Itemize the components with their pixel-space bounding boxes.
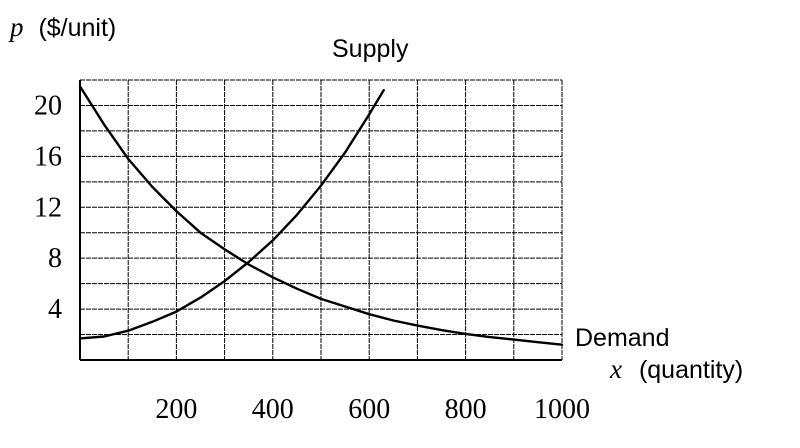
demand-curve-label: Demand bbox=[575, 324, 670, 352]
axes bbox=[79, 80, 562, 361]
x-tick-label: 1000 bbox=[534, 394, 590, 425]
x-tick-label: 400 bbox=[252, 394, 294, 425]
series-layer bbox=[78, 85, 564, 346]
x-axis-label: x (quantity) bbox=[609, 354, 743, 384]
tick-labels: 200 400 600 800 1000 4 8 12 16 20 bbox=[34, 90, 590, 425]
demand-curve bbox=[78, 85, 564, 346]
x-tick-label: 600 bbox=[348, 394, 390, 425]
y-axis-variable: p bbox=[8, 12, 24, 42]
y-tick-label: 16 bbox=[34, 141, 62, 172]
x-axis-variable: x bbox=[609, 354, 622, 384]
x-tick-label: 800 bbox=[445, 394, 487, 425]
y-tick-label: 12 bbox=[34, 192, 62, 223]
y-tick-label: 20 bbox=[34, 90, 62, 121]
supply-curve bbox=[78, 89, 385, 340]
y-tick-label: 8 bbox=[48, 243, 62, 274]
x-axis-unit: (quantity) bbox=[639, 356, 743, 384]
supply-curve-label: Supply bbox=[332, 35, 409, 63]
x-tick-label: 200 bbox=[155, 394, 197, 425]
grid bbox=[80, 79, 563, 360]
y-tick-label: 4 bbox=[48, 294, 62, 325]
y-axis-label: p ($/unit) bbox=[8, 12, 116, 42]
y-axis-unit: ($/unit) bbox=[38, 14, 116, 42]
